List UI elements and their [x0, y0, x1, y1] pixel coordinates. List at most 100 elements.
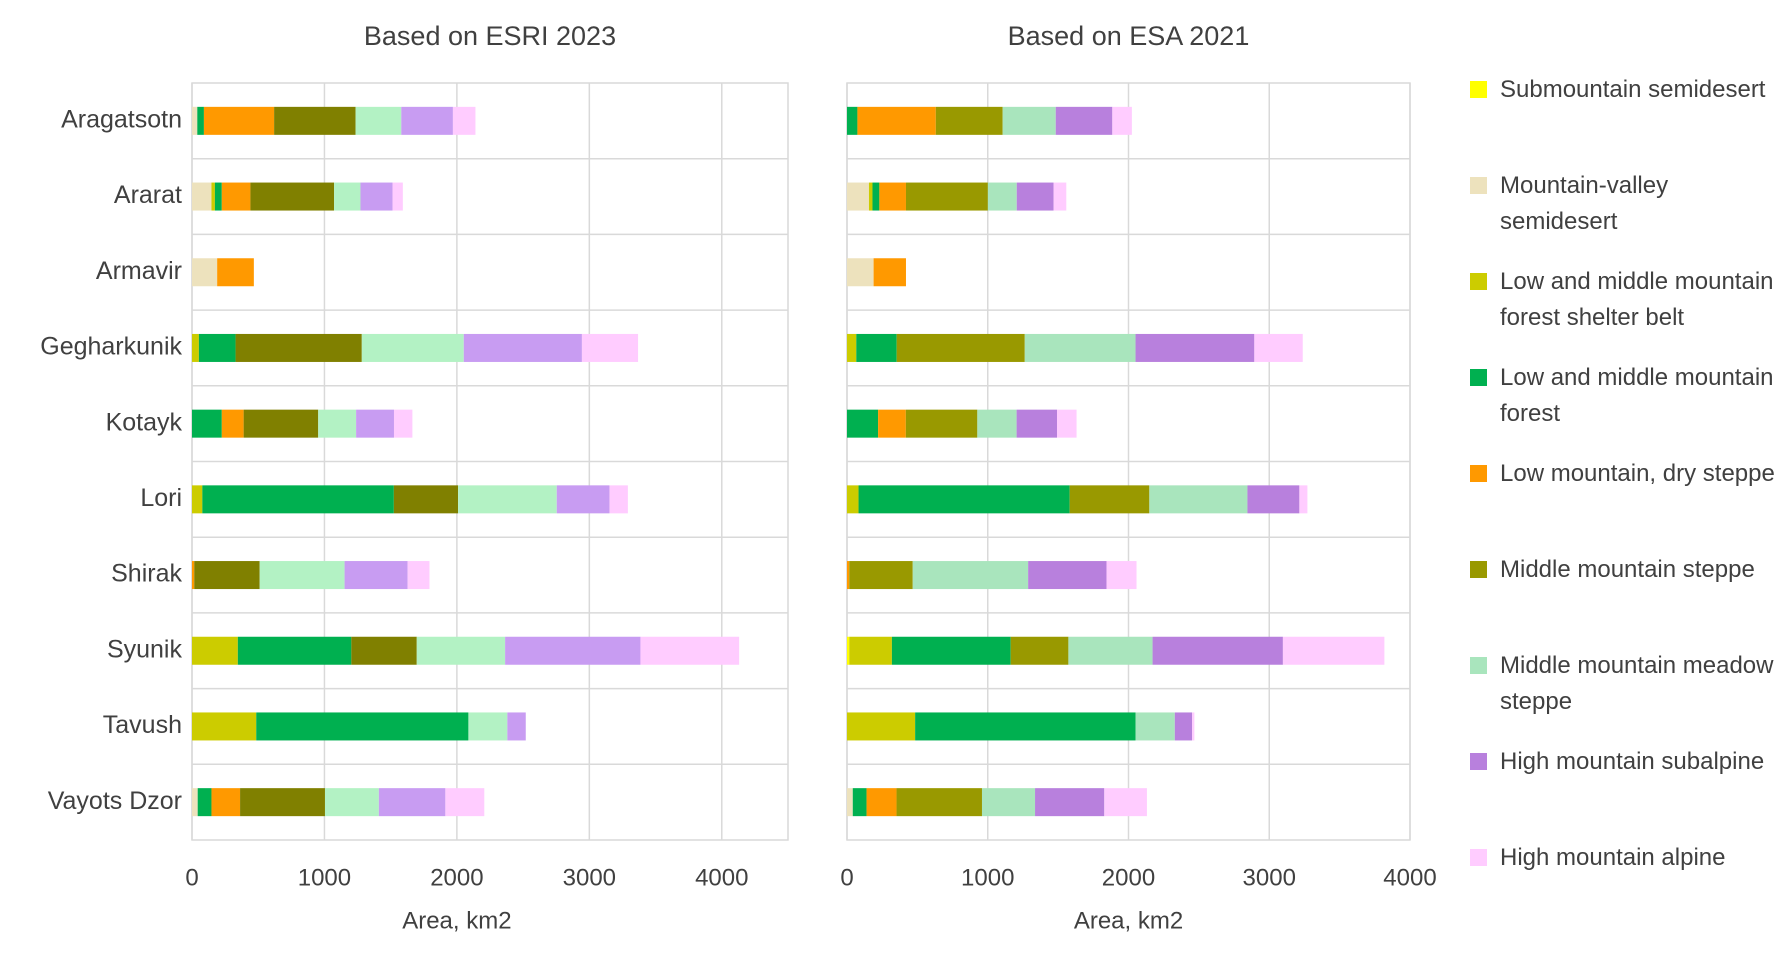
- x-tick-label: 4000: [1383, 864, 1436, 891]
- x-tick-label: 0: [185, 864, 198, 891]
- bar-segment: [1254, 333, 1303, 362]
- bar-segment: [640, 636, 740, 665]
- bar-segment: [1024, 333, 1136, 362]
- bar-segment: [1035, 788, 1105, 817]
- legend-swatch: [1470, 849, 1487, 866]
- bar-segment: [858, 485, 1070, 514]
- bar-segment: [1174, 712, 1193, 741]
- legend-label: Submountain semidesert: [1500, 76, 1766, 103]
- bar-segment: [935, 106, 1003, 135]
- bar-segment: [192, 485, 203, 514]
- legend-label: Mountain-valley semidesert: [1500, 172, 1669, 235]
- bar-segment: [192, 333, 199, 362]
- bar-segment: [1106, 561, 1137, 590]
- bar-segment: [221, 409, 244, 438]
- y-tick-label: Kotayk: [106, 408, 183, 436]
- y-tick-label: Gegharkunik: [40, 333, 182, 361]
- bar-segment: [452, 106, 476, 135]
- bar-segment: [192, 409, 222, 438]
- bar-segment: [203, 106, 275, 135]
- bar-segment: [416, 636, 506, 665]
- bar-segment: [194, 561, 260, 590]
- x-tick-label: 4000: [695, 864, 748, 891]
- x-tick-label: 0: [840, 864, 853, 891]
- bar-segment: [847, 106, 858, 135]
- legend-swatch: [1470, 273, 1487, 290]
- y-tick-label: Aragatsotn: [61, 105, 182, 133]
- bar-segment: [259, 561, 345, 590]
- chart-title: Based on ESRI 2023: [364, 21, 616, 51]
- bar-segment: [847, 788, 853, 817]
- bar-segment: [609, 485, 628, 514]
- y-tick-label: Armavir: [96, 257, 182, 285]
- bar-segment: [1028, 561, 1107, 590]
- legend-label: Middle mountain steppe: [1500, 556, 1755, 583]
- bar-segment: [202, 485, 394, 514]
- bar-segment: [1247, 485, 1300, 514]
- bar-segment: [197, 788, 212, 817]
- bar-segment: [192, 788, 198, 817]
- bar-segment: [468, 712, 508, 741]
- bar-segment: [847, 258, 874, 287]
- bar-segment: [1016, 409, 1057, 438]
- bar-segment: [458, 485, 557, 514]
- bar-segment: [192, 258, 218, 287]
- bar-segment: [192, 636, 238, 665]
- bar-segment: [192, 182, 212, 211]
- bar-segment: [1135, 333, 1255, 362]
- bar-segment: [1069, 485, 1150, 514]
- bar-segment: [378, 788, 446, 817]
- bar-segment: [507, 712, 526, 741]
- bar-segment: [1299, 485, 1308, 514]
- bar-segment: [192, 106, 198, 135]
- bar-segment: [896, 788, 982, 817]
- y-tick-label: Ararat: [114, 181, 182, 209]
- legend-swatch: [1470, 753, 1487, 770]
- bar-segment: [243, 409, 319, 438]
- bar-segment: [356, 409, 394, 438]
- bar-segment: [361, 333, 464, 362]
- bar-segment: [873, 258, 906, 287]
- bar-segment: [896, 333, 1025, 362]
- bar-segment: [324, 788, 379, 817]
- bar-segment: [1053, 182, 1067, 211]
- bar-segment: [847, 712, 916, 741]
- bar-segment: [407, 561, 430, 590]
- legend-swatch: [1470, 561, 1487, 578]
- legend-swatch: [1470, 81, 1487, 98]
- bar-segment: [235, 333, 362, 362]
- bar-segment: [852, 788, 867, 817]
- legend-label: Low mountain, dry steppe: [1500, 460, 1775, 487]
- bar-segment: [849, 561, 913, 590]
- bar-segment: [240, 788, 325, 817]
- bar-segment: [1112, 106, 1132, 135]
- bar-segment: [463, 333, 582, 362]
- legend-label: Low and middle mountain forest: [1500, 364, 1774, 427]
- bar-segment: [987, 182, 1017, 211]
- bar-segment: [849, 636, 892, 665]
- bar-segment: [211, 788, 241, 817]
- x-tick-label: 3000: [563, 864, 616, 891]
- bar-segment: [250, 182, 335, 211]
- x-tick-label: 3000: [1243, 864, 1296, 891]
- legend-label: High mountain alpine: [1500, 844, 1726, 871]
- bar-segment: [847, 333, 857, 362]
- bar-segment: [891, 636, 1011, 665]
- bar-segment: [905, 409, 978, 438]
- bar-segment: [857, 106, 936, 135]
- x-axis-title: Area, km2: [1074, 907, 1183, 934]
- bar-segment: [1135, 712, 1175, 741]
- bar-segment: [981, 788, 1036, 817]
- legend-label: High mountain subalpine: [1500, 748, 1765, 775]
- bar-segment: [847, 409, 879, 438]
- bar-segment: [1002, 106, 1056, 135]
- bar-segment: [1055, 106, 1113, 135]
- bar-segment: [868, 182, 873, 211]
- legend-swatch: [1470, 465, 1487, 482]
- legend-swatch: [1470, 369, 1487, 386]
- bar-segment: [1192, 712, 1195, 741]
- y-tick-label: Vayots Dzor: [48, 787, 182, 815]
- y-tick-label: Lori: [140, 484, 182, 512]
- bar-segment: [1104, 788, 1147, 817]
